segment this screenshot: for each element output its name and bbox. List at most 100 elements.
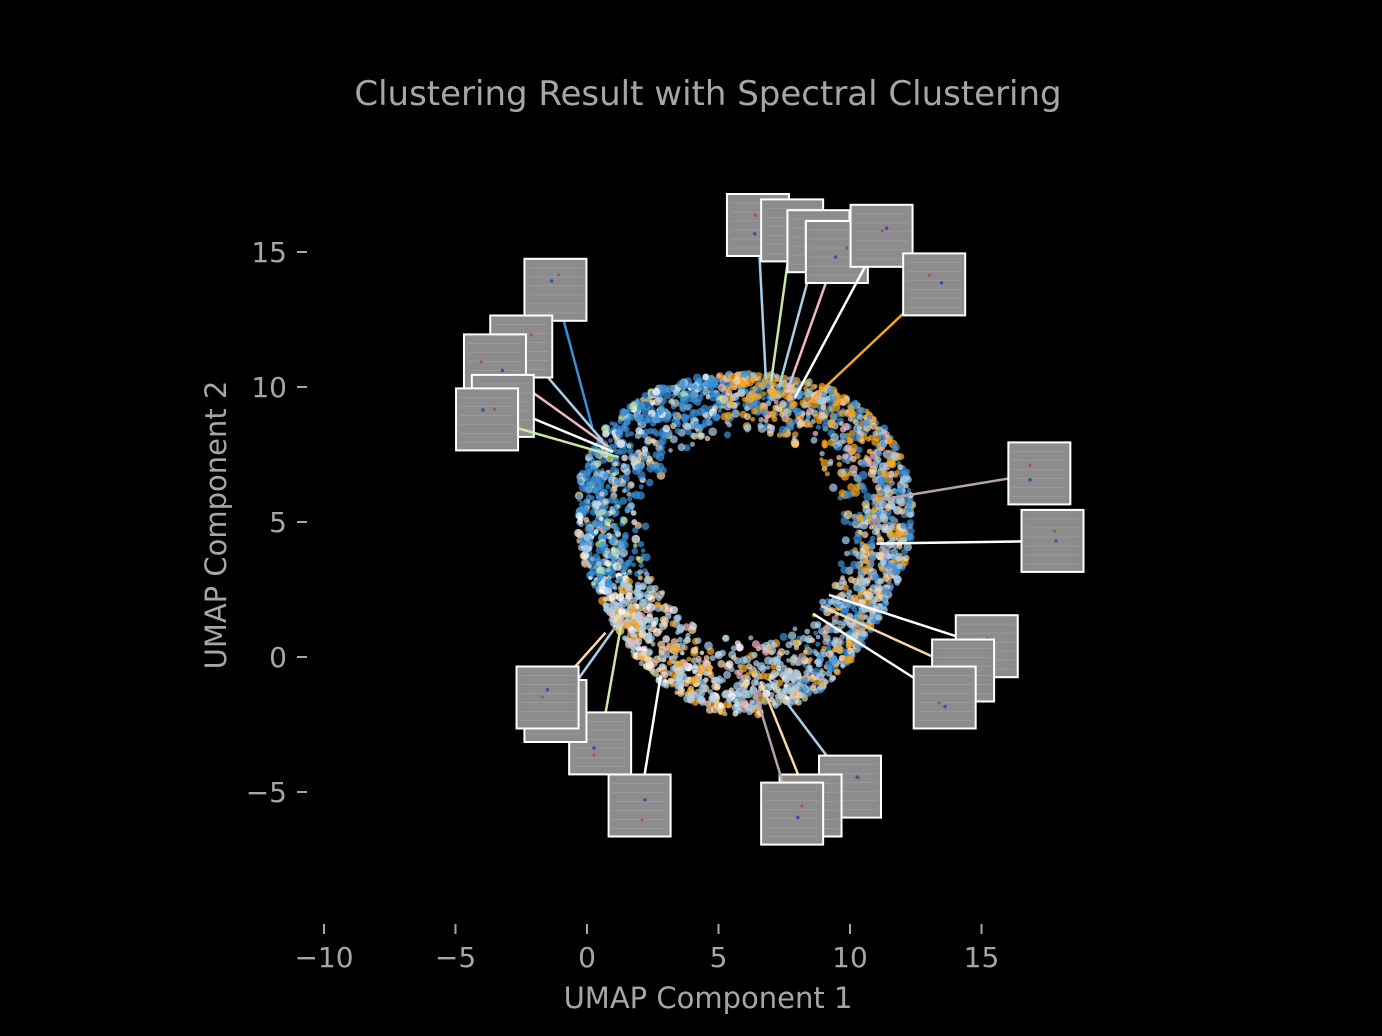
- scatter-point: [777, 406, 783, 413]
- scatter-point: [820, 405, 826, 411]
- scatter-point: [790, 438, 800, 447]
- scatter-point: [839, 409, 847, 417]
- scatter-point: [803, 649, 808, 655]
- scatter-point: [592, 553, 601, 562]
- scatter-point: [732, 710, 739, 717]
- scatter-point: [820, 459, 830, 468]
- scatter-point: [626, 491, 632, 497]
- scatter-point: [846, 589, 853, 595]
- scatter-point: [637, 569, 643, 575]
- scatter-point: [669, 620, 676, 627]
- scatter-point: [713, 392, 719, 398]
- scatter-point: [805, 415, 811, 421]
- scatter-point: [624, 559, 633, 567]
- scatter-point: [779, 632, 788, 641]
- scatter-point: [627, 496, 633, 502]
- scatter-point: [656, 627, 663, 634]
- scatter-point: [682, 421, 690, 430]
- scatter-point: [680, 666, 687, 673]
- thumbnail-dot: [1053, 529, 1057, 533]
- scatter-point: [635, 555, 641, 561]
- thumbnail-dot: [549, 279, 554, 283]
- scatter-point: [884, 561, 893, 570]
- scatter-point: [861, 531, 869, 539]
- scatter-point: [752, 385, 758, 392]
- scatter-point: [797, 652, 807, 662]
- thumbnail-dot: [752, 231, 757, 236]
- scatter-point: [892, 568, 899, 576]
- scatter-point: [880, 514, 889, 524]
- scatter-point: [629, 630, 637, 637]
- scatter-point: [867, 539, 876, 548]
- scatter-point: [608, 617, 614, 623]
- thumbnail-image: [902, 252, 967, 317]
- scatter-point: [597, 508, 604, 514]
- scatter-point: [637, 590, 645, 599]
- scatter-point: [618, 607, 626, 616]
- scatter-point: [783, 683, 788, 688]
- scatter-point: [675, 630, 680, 635]
- scatter-point: [781, 664, 788, 671]
- scatter-point: [716, 373, 721, 379]
- scatter-point: [641, 392, 649, 400]
- scatter-point: [717, 408, 722, 414]
- scatter-point: [813, 630, 819, 636]
- y-tick-label: 0: [269, 641, 287, 674]
- scatter-point: [585, 462, 590, 468]
- scatter-point: [697, 384, 705, 392]
- scatter-point: [906, 519, 915, 527]
- x-tick-label: 0: [578, 941, 596, 974]
- scatter-point: [847, 470, 854, 476]
- scatter-point: [628, 453, 636, 462]
- scatter-point: [660, 603, 669, 613]
- scatter-point: [884, 488, 890, 494]
- thumbnail-fill: [517, 667, 578, 728]
- scatter-point: [709, 655, 716, 662]
- scatter-point: [789, 400, 796, 407]
- scatter-point: [644, 571, 650, 578]
- scatter-point: [637, 471, 646, 480]
- scatter-point: [695, 655, 702, 662]
- scatter-point: [612, 600, 618, 606]
- scatter-point: [587, 563, 592, 569]
- scatter-point: [642, 449, 648, 454]
- scatter-point: [782, 392, 791, 400]
- thumbnail-dot: [800, 804, 804, 808]
- scatter-point: [852, 577, 860, 586]
- scatter-point: [646, 603, 656, 612]
- scatter-point: [611, 548, 621, 557]
- scatter-point: [751, 651, 758, 659]
- scatter-point: [685, 632, 691, 638]
- scatter-point: [765, 665, 771, 670]
- scatter-point: [775, 665, 782, 671]
- scatter-point: [616, 439, 625, 448]
- scatter-point: [651, 584, 659, 592]
- scatter-point: [772, 679, 779, 685]
- scatter-point: [812, 430, 819, 437]
- scatter-point: [852, 419, 860, 426]
- scatter-point: [673, 615, 681, 623]
- scatter-point: [604, 518, 612, 526]
- scatter-point: [905, 507, 911, 513]
- scatter-point: [621, 462, 627, 468]
- scatter-point: [795, 660, 801, 666]
- thumbnail-dot: [939, 281, 944, 285]
- scatter-point: [697, 423, 705, 431]
- scatter-point: [858, 470, 868, 480]
- scatter-point: [824, 471, 830, 477]
- scatter-point: [856, 446, 863, 454]
- scatter-point: [828, 598, 835, 606]
- scatter-point: [817, 396, 827, 405]
- scatter-point: [699, 650, 705, 656]
- scatter-point: [652, 439, 659, 447]
- scatter-point: [739, 693, 746, 700]
- scatter-point: [806, 407, 814, 416]
- scatter-point: [621, 423, 628, 430]
- scatter-point: [735, 706, 742, 712]
- scatter-point: [683, 694, 692, 703]
- scatter-point: [854, 539, 859, 545]
- scatter-point: [624, 506, 631, 513]
- scatter-point: [798, 692, 805, 699]
- scatter-point: [808, 657, 813, 662]
- scatter-point: [633, 543, 638, 548]
